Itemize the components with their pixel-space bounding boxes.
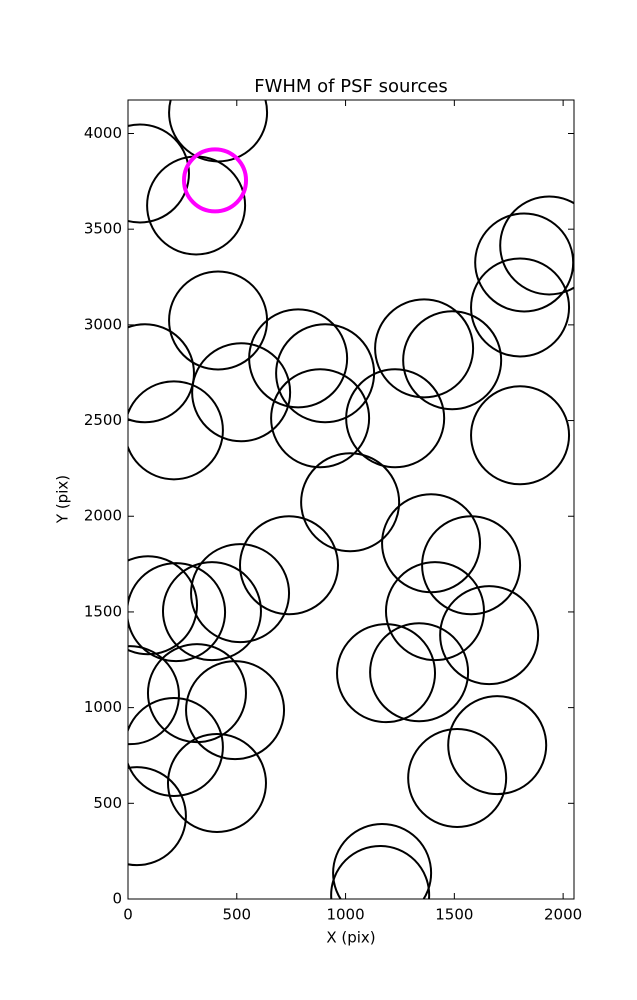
source-circle bbox=[447, 695, 548, 796]
source-circle bbox=[384, 561, 485, 662]
y-tick-label: 500 bbox=[93, 794, 122, 812]
plot-frame bbox=[127, 99, 575, 900]
source-circle bbox=[128, 380, 224, 481]
source-circle bbox=[161, 561, 262, 662]
x-tick-label: 2000 bbox=[544, 906, 582, 924]
y-tick-label: 1500 bbox=[84, 602, 122, 620]
source-circle bbox=[166, 733, 267, 834]
source-circle bbox=[128, 555, 199, 656]
y-axis-label: Y (pix) bbox=[54, 475, 72, 524]
x-tick-label: 1500 bbox=[435, 906, 473, 924]
source-circle bbox=[128, 645, 180, 746]
source-circle bbox=[128, 766, 187, 867]
y-tick-label: 3500 bbox=[84, 220, 122, 238]
source-circle bbox=[345, 368, 446, 469]
y-tick-label: 2500 bbox=[84, 411, 122, 429]
y-tick-label: 0 bbox=[112, 890, 122, 908]
source-circle bbox=[238, 515, 339, 616]
source-circle bbox=[374, 298, 475, 399]
source-circle bbox=[470, 385, 571, 486]
source-circle bbox=[407, 728, 508, 829]
source-circle bbox=[336, 623, 437, 724]
source-circle bbox=[270, 368, 371, 469]
source-circle bbox=[168, 100, 269, 163]
plot-area bbox=[128, 100, 574, 899]
y-tick-label: 4000 bbox=[84, 124, 122, 142]
source-circle bbox=[421, 515, 522, 616]
source-circle bbox=[300, 452, 401, 553]
source-circle bbox=[275, 323, 376, 424]
x-tick-label: 0 bbox=[123, 906, 133, 924]
x-tick-label: 500 bbox=[222, 906, 251, 924]
source-circle bbox=[128, 562, 227, 663]
source-circle bbox=[499, 195, 574, 296]
source-circle bbox=[191, 342, 292, 443]
source-circle bbox=[168, 270, 269, 371]
source-circle bbox=[474, 212, 574, 313]
source-circle bbox=[330, 844, 431, 899]
source-circle bbox=[369, 622, 470, 723]
source-circle bbox=[128, 123, 190, 224]
y-tick-label: 2000 bbox=[84, 507, 122, 525]
source-circle bbox=[402, 310, 503, 411]
y-tick-label: 1000 bbox=[84, 698, 122, 716]
x-tick-label: 1000 bbox=[326, 906, 364, 924]
source-circle bbox=[185, 660, 286, 761]
highlighted-source bbox=[182, 147, 249, 214]
source-circle bbox=[470, 257, 571, 358]
source-circle bbox=[248, 308, 349, 409]
source-circle bbox=[332, 822, 433, 899]
chart-title: FWHM of PSF sources bbox=[254, 76, 448, 97]
x-axis-label: X (pix) bbox=[326, 929, 375, 947]
source-circle bbox=[381, 493, 482, 594]
source-circle bbox=[128, 697, 224, 798]
y-tick-label: 3000 bbox=[84, 315, 122, 333]
source-circle bbox=[128, 323, 195, 424]
source-circle bbox=[439, 585, 540, 686]
source-circle bbox=[190, 543, 291, 644]
